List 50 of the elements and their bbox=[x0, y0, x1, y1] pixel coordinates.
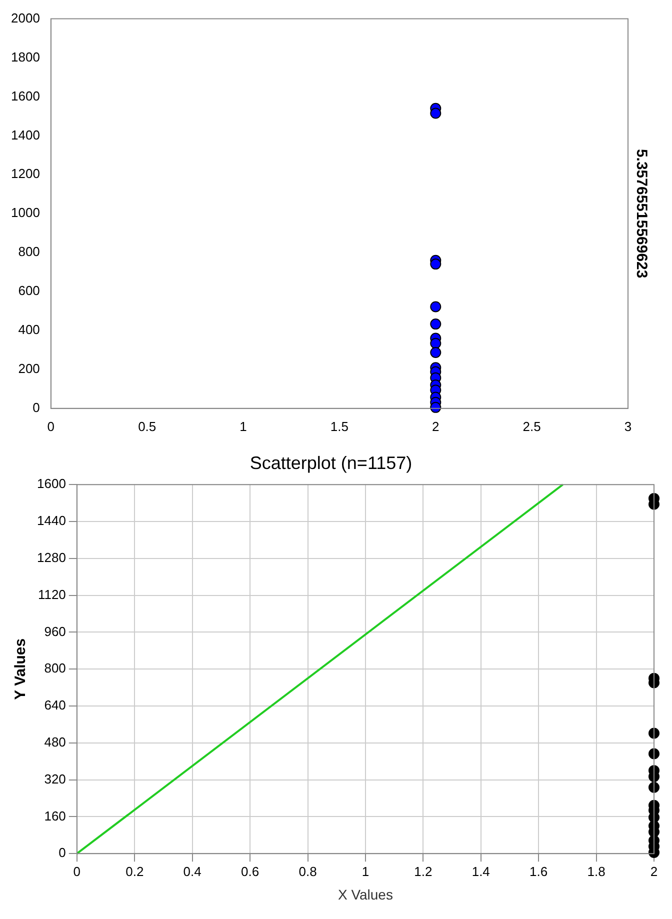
chart-title: Scatterplot (n=1157) bbox=[250, 452, 412, 473]
point bbox=[430, 338, 442, 349]
y-tick-label: 1600 bbox=[37, 476, 66, 492]
y-tick-label: 1120 bbox=[38, 586, 66, 602]
y-tick-label: 0 bbox=[58, 845, 66, 860]
x-tick-label: 2 bbox=[432, 418, 440, 434]
y-tick-label: 1440 bbox=[37, 513, 66, 528]
y-axis-title: Y Values bbox=[12, 638, 30, 700]
x-axis-title: X Values bbox=[338, 886, 393, 902]
y-tick-label: 600 bbox=[18, 283, 40, 298]
point bbox=[430, 258, 442, 270]
point bbox=[430, 318, 442, 330]
y-tick-label: 320 bbox=[44, 771, 66, 786]
x-tick-label: 0.6 bbox=[241, 864, 260, 879]
x-tick-label: 1 bbox=[362, 864, 370, 879]
y-tick-label: 1800 bbox=[11, 49, 40, 64]
point bbox=[430, 301, 442, 312]
y2-axis-title: 5.35765515569623 bbox=[632, 148, 650, 278]
x-tick-label: 1.5 bbox=[330, 418, 348, 434]
x-tick-label: 3 bbox=[624, 418, 632, 434]
y-tick-label: 160 bbox=[44, 808, 66, 824]
y-tick-label: 800 bbox=[44, 660, 66, 676]
x-tick-label: 0.2 bbox=[126, 864, 144, 879]
x-tick-label: 0.4 bbox=[183, 864, 202, 879]
y-tick-label: 2000 bbox=[11, 10, 40, 26]
x-tick-label: 2 bbox=[650, 864, 658, 879]
y-tick-label: 480 bbox=[44, 734, 66, 750]
x-tick-label: 0.8 bbox=[298, 864, 317, 879]
x-tick-label: 0.5 bbox=[138, 418, 156, 434]
y-tick-label: 1000 bbox=[11, 205, 40, 220]
point bbox=[430, 346, 442, 358]
point bbox=[430, 108, 442, 119]
x-tick-label: 1.6 bbox=[530, 864, 548, 879]
x-tick-label: 2.5 bbox=[522, 418, 541, 434]
y-tick-label: 640 bbox=[44, 698, 66, 713]
y-tick-label: 1200 bbox=[11, 166, 40, 182]
x-tick-label: 1.2 bbox=[414, 864, 432, 879]
y-tick-label: 1280 bbox=[37, 550, 66, 565]
x-tick-label: 1 bbox=[240, 418, 247, 434]
x-tick-label: 1.8 bbox=[587, 864, 606, 879]
x-tick-label: 1.4 bbox=[472, 864, 490, 879]
y-tick-label: 960 bbox=[44, 624, 66, 639]
x-tick-label: 0 bbox=[73, 864, 81, 879]
y-tick-label: 1400 bbox=[11, 127, 40, 142]
y-tick-label: 400 bbox=[18, 322, 40, 338]
y-tick-label: 0 bbox=[32, 400, 40, 415]
point bbox=[648, 782, 660, 793]
y-tick-label: 1600 bbox=[11, 88, 40, 104]
y-tick-label: 200 bbox=[18, 361, 40, 376]
y-tick-label: 800 bbox=[18, 244, 40, 260]
